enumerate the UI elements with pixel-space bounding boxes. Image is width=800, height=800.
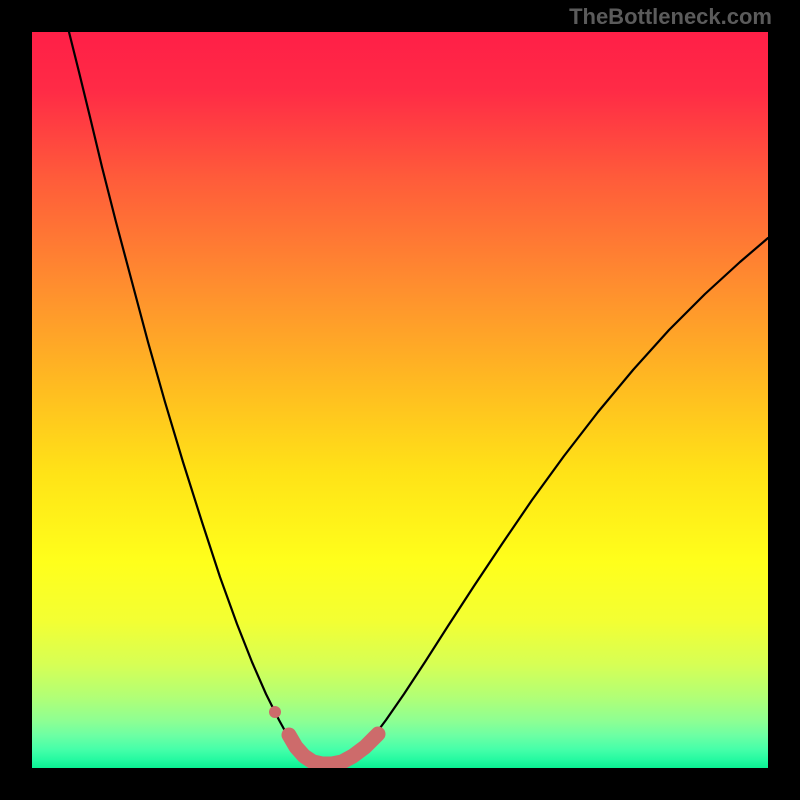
plot-area <box>32 32 768 768</box>
chart-stage: TheBottleneck.com <box>0 0 800 800</box>
bottleneck-curve <box>69 32 768 768</box>
curve-svg <box>32 32 768 768</box>
trough-dot <box>269 706 281 718</box>
watermark-text: TheBottleneck.com <box>569 4 772 30</box>
trough-highlight <box>289 734 378 764</box>
